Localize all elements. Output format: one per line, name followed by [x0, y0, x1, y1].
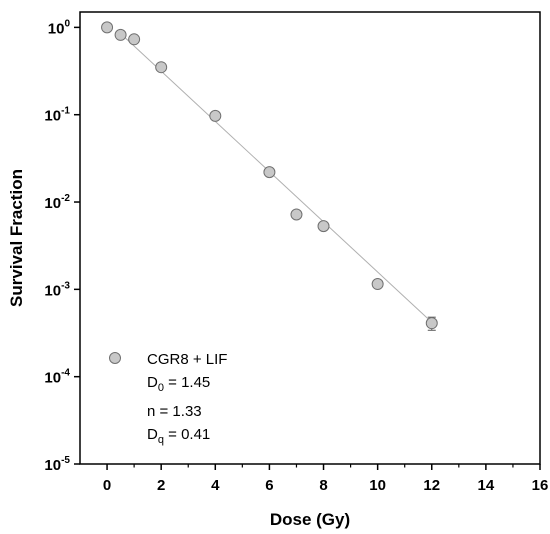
- x-tick-label: 0: [103, 477, 111, 494]
- data-points: [101, 21, 438, 330]
- fit-parameter-subscript: q: [158, 434, 164, 446]
- x-tick-label: 8: [319, 477, 327, 494]
- data-point: [209, 109, 222, 122]
- fit-parameter-name: n = 1.33: [147, 403, 202, 420]
- x-tick-label: 16: [532, 477, 549, 494]
- y-tick-base: 10: [44, 108, 61, 125]
- y-tick-exponent: -4: [61, 368, 70, 379]
- data-point: [317, 220, 330, 233]
- fit-parameter-value: = 0.41: [164, 426, 210, 443]
- y-tick-base: 10: [44, 195, 61, 212]
- regression-fit-line: [120, 33, 433, 323]
- fit-parameter: D0 = 1.45: [147, 374, 210, 394]
- data-point: [101, 21, 114, 34]
- data-point: [155, 61, 168, 74]
- y-tick-exponent: -3: [61, 280, 70, 291]
- y-tick-base: 10: [44, 282, 61, 299]
- x-tick-label: 2: [157, 477, 165, 494]
- data-point: [290, 208, 303, 221]
- y-tick-exponent: -1: [61, 106, 70, 117]
- fit-parameter-subscript: 0: [158, 382, 164, 394]
- y-tick-base: 10: [44, 457, 61, 474]
- y-tick-exponent: 0: [64, 18, 70, 29]
- legend: CGR8 + LIF: [109, 351, 227, 368]
- data-point: [114, 28, 127, 41]
- data-point: [128, 33, 141, 46]
- x-tick-label: 4: [211, 477, 220, 494]
- fit-parameter: n = 1.33: [147, 403, 202, 420]
- y-tick-label: 10-3: [44, 280, 70, 299]
- legend-marker: [109, 352, 121, 364]
- fit-parameter: Dq = 0.41: [147, 426, 210, 446]
- x-axis-title: Dose (Gy): [270, 510, 350, 529]
- x-tick-label: 14: [478, 477, 495, 494]
- fit-parameter-name: D: [147, 426, 158, 443]
- data-point: [263, 166, 276, 179]
- data-point: [371, 278, 384, 291]
- y-tick-label: 10-4: [44, 368, 70, 387]
- fit-parameter-name: D: [147, 374, 158, 391]
- y-tick-label: 10-2: [44, 193, 70, 212]
- x-tick-label: 12: [423, 477, 440, 494]
- x-axis: 0 2 4 6 8 10 12 14 16: [103, 464, 548, 494]
- y-tick-exponent: -5: [61, 455, 70, 466]
- y-tick-base: 10: [48, 20, 65, 37]
- x-tick-label: 6: [265, 477, 273, 494]
- y-axis-title: Survival Fraction: [7, 169, 26, 307]
- data-point: [425, 317, 438, 330]
- y-tick-label: 10-5: [44, 455, 70, 474]
- plot-area-frame: [79, 11, 541, 465]
- y-tick-base: 10: [44, 370, 61, 387]
- y-tick-label: 10-1: [44, 106, 70, 125]
- fit-parameter-value: = 1.45: [164, 374, 210, 391]
- y-tick-label: 100: [48, 18, 71, 37]
- legend-label: CGR8 + LIF: [147, 351, 227, 368]
- x-tick-label: 10: [369, 477, 386, 494]
- y-tick-exponent: -2: [61, 193, 70, 204]
